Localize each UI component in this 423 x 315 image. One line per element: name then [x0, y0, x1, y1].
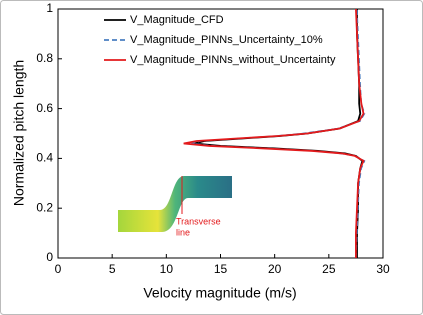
annotation: Transverse	[176, 216, 221, 226]
annotation: line	[176, 227, 190, 237]
x-axis-title: Velocity magnitude (m/s)	[143, 285, 296, 301]
x-tick-label: 25	[322, 262, 336, 276]
legend-label: V_Magnitude_PINNs_without_Uncertainty	[130, 54, 336, 66]
blade-shape	[118, 176, 232, 232]
y-tick-label: 1	[46, 1, 53, 15]
legend-label: V_Magnitude_PINNs_Uncertainty_10%	[130, 34, 323, 46]
data-line	[183, 8, 365, 258]
legend-label: V_Magnitude_CFD	[130, 14, 224, 26]
x-tick-label: 15	[214, 262, 228, 276]
y-tick-label: 0	[46, 250, 53, 264]
plot-border	[57, 8, 384, 259]
x-tick-label: 0	[55, 262, 62, 276]
x-tick-label: 5	[109, 262, 116, 276]
x-tick-label: 30	[376, 262, 390, 276]
y-axis-title: Normalized pitch length	[11, 60, 27, 206]
x-tick-label: 20	[268, 262, 282, 276]
inset-diagram: Transverse line	[118, 176, 232, 237]
y-tick-label: 0.2	[36, 200, 53, 214]
x-tick-label: 10	[160, 262, 174, 276]
y-tick-label: 0.6	[36, 101, 53, 115]
y-tick-label: 0.8	[36, 51, 53, 65]
y-tick-label: 0.4	[36, 151, 53, 165]
